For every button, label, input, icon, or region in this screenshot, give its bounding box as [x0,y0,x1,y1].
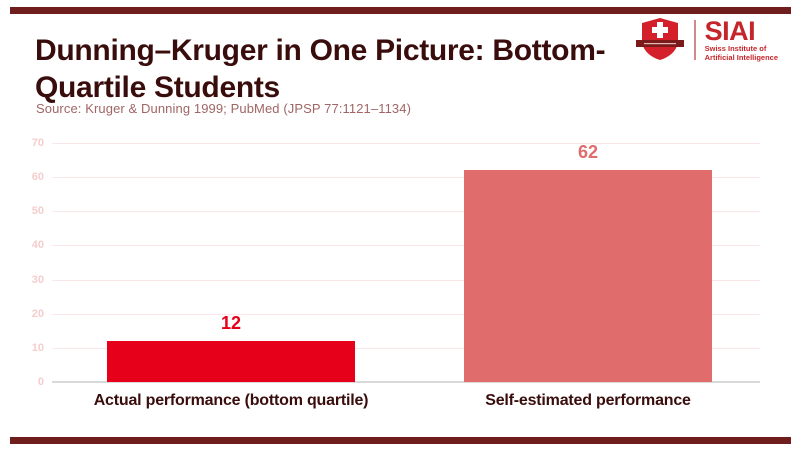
bar-chart-plot-area: 0 10 20 30 40 50 60 70 12 Actual performance (bot… [32,137,760,409]
gridline [52,245,760,247]
logo-text: SIAI Swiss Institute of Artificial Intel… [704,15,778,62]
y-tick-label: 60 [31,171,44,184]
y-tick-label: 50 [31,205,44,218]
gridline [52,143,760,144]
logo-acronym: SIAI [704,15,756,46]
title-line-2: Quartile Students [35,71,280,105]
x-axis-baseline [52,381,760,383]
top-accent-bar [10,7,791,14]
bar-value-label: 12 [220,313,242,334]
title-line-1: Dunning–Kruger in One Picture: Bottom- [35,34,606,68]
y-tick-label: 20 [31,307,44,320]
logo-divider [693,19,696,60]
siai-logo: SIAI Swiss Institute of Artificial Intel… [635,16,778,63]
y-tick-label: 30 [31,273,44,286]
bottom-accent-bar [10,437,791,444]
gridline [52,177,760,179]
gridline [52,211,760,213]
swiss-shield-icon [635,16,685,63]
y-tick-label: 10 [31,341,44,354]
y-tick-label: 0 [37,376,44,388]
bar-value-label: 62 [577,142,599,163]
page-title: Dunning–Kruger in One Picture: Bottom- Qu… [35,32,645,106]
logo-subtitle-line-2: Artificial Intelligence [704,52,778,62]
bar-self-estimated-performance [464,170,712,382]
gridline [52,347,760,349]
source-note: Source: Kruger & Dunning 1999; PubMed (J… [36,101,411,116]
y-tick-label: 40 [31,239,44,252]
x-category-label: Self-estimated performance [485,392,691,409]
gridline [52,279,760,281]
bar-actual-performance [107,341,355,382]
gridline [52,313,760,315]
y-tick-label: 70 [31,137,44,149]
x-category-label: Actual performance (bottom quartile) [93,392,369,409]
logo-subtitle-line-1: Swiss Institute of [704,43,767,53]
